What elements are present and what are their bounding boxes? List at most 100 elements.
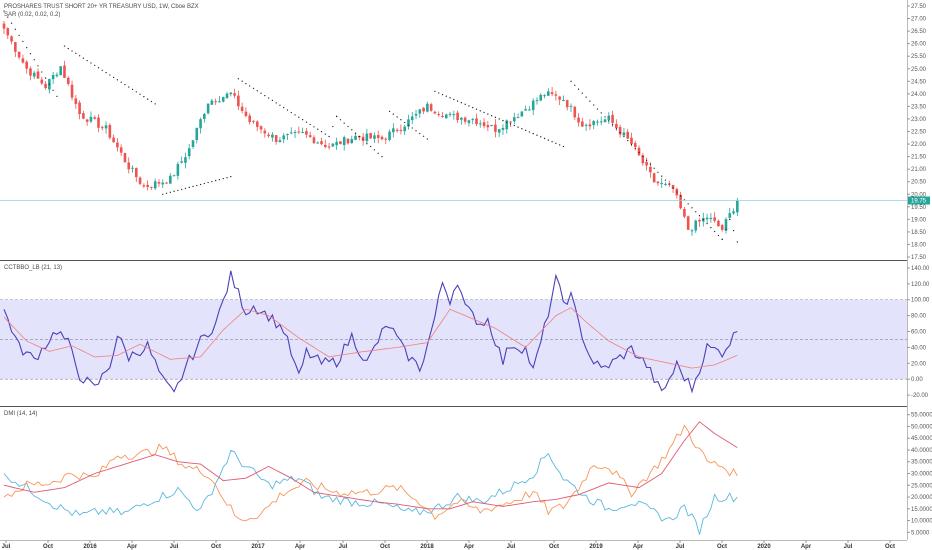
sar-dot [487,113,489,115]
candle-body [225,93,229,99]
sar-dot [52,89,54,91]
price-tick-label: 20.00 [911,192,927,198]
sar-dot [48,83,51,85]
sar-dot [574,84,576,86]
time-tick-label: Jul [339,544,348,550]
sar-dot [75,52,77,55]
candle-body [176,164,180,176]
candle-body [505,120,509,130]
sar-dot [706,222,708,225]
candle-body [660,183,664,185]
candle-body [671,185,675,189]
sar-dot [619,132,621,134]
candle-body [392,128,395,133]
sar-dot [41,71,43,73]
candle-body [376,135,380,138]
candle-body [531,100,535,111]
sar-dot [237,78,240,80]
sar-dot [218,178,221,181]
candlestick-series[interactable] [2,20,739,237]
candle-body [44,83,47,89]
sar-dot [97,67,100,69]
time-tick-label: Oct [717,544,727,550]
sar-dot [366,142,368,144]
sar-dot [604,116,606,118]
sar-dot [373,149,376,151]
candle-body [558,96,561,100]
sar-dot [18,34,20,37]
candle-body [218,101,221,103]
sar-dot [3,10,5,12]
dmi-plus-di-line [3,449,738,535]
sar-dot [196,184,198,187]
candle-body [547,91,550,96]
sar-dot [173,190,175,192]
candle-body [165,182,168,184]
sar-dot [468,105,470,107]
candle-body [17,51,21,58]
candle-body [528,109,531,111]
sar-dot [475,108,478,110]
time-tick-label: Apr [633,544,644,550]
sar-dot [154,103,156,105]
candle-body [70,84,74,98]
sar-dot [150,100,153,103]
candle-body [720,225,724,230]
candle-body [694,220,698,231]
sar-dot [479,110,481,112]
candle-body [478,123,482,125]
dmi-tick-label: 45.0000 [911,436,932,442]
sar-dot [668,183,670,185]
candle-body [460,117,463,120]
time-tick-label: Oct [380,544,390,550]
candle-body [248,115,251,122]
sar-dot [177,189,179,191]
candle-body [116,142,119,148]
panel-dividers [0,0,908,541]
sar-dot [252,87,255,90]
candle-body [191,140,195,147]
candle-body [475,118,478,125]
candle-body [195,127,199,140]
sar-dot [131,88,134,91]
candle-body [467,120,471,124]
time-tick-label: Apr [127,544,138,550]
sar-dot [120,81,122,83]
time-tick-label: Jul [844,544,853,550]
candle-body [63,65,66,78]
candle-body [331,143,335,147]
candle-body [407,119,410,127]
candle-body [664,183,667,185]
dmi-legend: DMI (14, 14) [4,411,37,417]
sar-dot [332,125,334,128]
sar-dot [559,144,561,146]
candle-body [395,129,399,131]
candle-body [494,124,497,132]
candle-body [187,148,191,157]
candle-body [539,94,543,101]
sar-dot [260,92,262,94]
cci-band-layer [0,299,907,380]
time-tick-label: 2016 [83,544,97,550]
time-tick-label: Jul [2,544,11,550]
price-tick-label: 25.00 [911,67,927,73]
sar-dot [298,116,300,118]
candle-body [426,103,429,112]
candle-body [683,208,686,217]
candle-body [622,132,626,136]
dmi-tick-label: 55.0000 [911,413,932,419]
sar-dot [456,100,459,102]
candle-body [433,111,437,114]
time-tick-label: 2018 [420,544,434,550]
candle-body [108,125,112,138]
sar-dot [532,132,534,135]
sar-dot [543,137,546,140]
time-tick-label: Oct [549,544,559,550]
candle-body [82,113,85,119]
sar-dot [128,86,130,88]
sar-dot [328,135,330,138]
sar-dot [691,207,693,209]
candle-body [305,131,308,135]
sar-dot [608,120,610,122]
